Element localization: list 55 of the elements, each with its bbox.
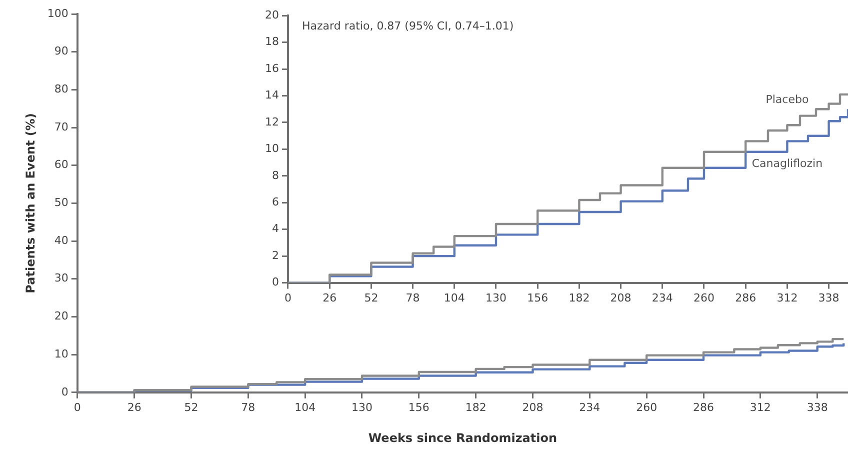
x-tick-label: 338	[806, 400, 828, 414]
x-tick-label: 52	[364, 291, 378, 304]
y-tick-label: 100	[47, 6, 68, 20]
x-tick-label: 78	[406, 291, 420, 304]
x-tick-label: 286	[693, 400, 714, 414]
x-tick-label: 260	[694, 291, 714, 304]
series-label: Canagliflozin	[752, 157, 823, 170]
y-tick-label: 70	[54, 120, 68, 134]
y-tick-label: 40	[54, 234, 68, 247]
x-tick-label: 208	[610, 291, 632, 304]
x-tick-label: 156	[527, 291, 548, 304]
y-tick-label: 2	[272, 248, 279, 262]
y-tick-label: 10	[264, 142, 279, 156]
y-tick-label: 80	[54, 82, 68, 96]
x-tick-label: 156	[408, 400, 430, 414]
y-tick-label: 4	[272, 222, 279, 236]
y-tick-label: 12	[264, 115, 279, 128]
y-tick-label: 10	[54, 347, 68, 360]
x-tick-label: 104	[294, 400, 316, 414]
y-tick-label: 50	[54, 196, 68, 210]
y-tick-label: 6	[272, 196, 279, 208]
x-tick-label: 312	[776, 291, 798, 304]
x-tick-label: 182	[568, 291, 590, 304]
x-tick-label: 260	[636, 400, 658, 414]
y-tick-label: 90	[54, 44, 68, 58]
x-tick-label: 104	[444, 291, 465, 304]
y-tick-label: 20	[264, 8, 279, 22]
x-tick-label: 234	[652, 291, 673, 304]
y-tick-label: 20	[54, 310, 68, 323]
x-tick-label: 208	[522, 400, 544, 414]
y-tick-label: 0	[272, 276, 279, 289]
y-axis-title: Patients with an Event (%)	[23, 113, 38, 294]
y-tick-label: 60	[54, 158, 68, 172]
x-tick-label: 312	[750, 400, 771, 414]
x-tick-label: 234	[579, 400, 600, 414]
x-tick-label: 78	[241, 400, 256, 414]
y-tick-label: 8	[272, 168, 279, 182]
y-tick-label: 16	[264, 62, 279, 75]
annotation: Hazard ratio, 0.87 (95% CI, 0.74–1.01)	[302, 20, 514, 33]
x-tick-label: 0	[284, 291, 292, 304]
x-tick-label: 130	[486, 291, 506, 304]
x-tick-label: 52	[184, 400, 198, 414]
x-axis-title: Weeks since Randomization	[368, 430, 558, 445]
x-tick-label: 338	[818, 291, 840, 304]
x-tick-label: 286	[735, 291, 756, 304]
y-tick-label: 0	[61, 385, 68, 398]
y-tick-label: 18	[264, 35, 279, 48]
x-tick-label: 130	[351, 400, 372, 414]
y-tick-label: 30	[54, 272, 68, 285]
x-tick-label: 26	[322, 291, 337, 304]
x-tick-label: 26	[127, 400, 142, 414]
x-tick-label: 0	[74, 400, 81, 414]
series-label: Placebo	[766, 93, 809, 106]
x-tick-label: 182	[465, 400, 486, 414]
y-tick-label: 14	[264, 88, 279, 102]
